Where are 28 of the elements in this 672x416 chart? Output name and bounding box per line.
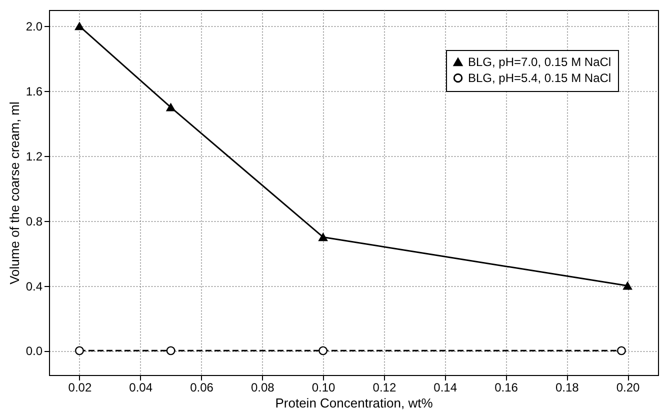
y-tick-label: 0.8 bbox=[26, 214, 43, 228]
point bbox=[623, 282, 632, 290]
x-tick-label: 0.20 bbox=[616, 380, 640, 394]
point bbox=[166, 346, 176, 356]
point bbox=[74, 22, 84, 30]
x-tick-label: 0.18 bbox=[555, 380, 580, 394]
point bbox=[74, 346, 84, 356]
point bbox=[616, 346, 626, 356]
y-tick-label: 0.4 bbox=[26, 279, 43, 294]
x-tick-label: 0.14 bbox=[434, 380, 458, 394]
x-tick-label: 0.06 bbox=[190, 380, 214, 394]
x-tick-label: 0.08 bbox=[250, 380, 275, 394]
legend-label: BLG, pH=5.4, 0.15 M NaCl bbox=[468, 71, 612, 85]
legend-label: BLG, pH=7.0, 0.15 M NaCl bbox=[468, 55, 612, 69]
x-tick-label: 0.12 bbox=[372, 380, 396, 394]
x-tick-label: 0.02 bbox=[68, 380, 92, 394]
y-tick-label: 1.6 bbox=[26, 84, 43, 99]
x-tick-label: 0.16 bbox=[494, 380, 518, 394]
point bbox=[318, 233, 328, 242]
y-axis-title: Volume of the coarse cream, ml bbox=[6, 101, 22, 284]
point bbox=[318, 346, 328, 356]
y-tick-label: 2.0 bbox=[26, 20, 43, 34]
point bbox=[166, 103, 176, 112]
y-tick-label: 0.0 bbox=[26, 344, 43, 358]
x-axis-title: Protein Concentration, wt% bbox=[275, 396, 434, 410]
y-tick-label: 1.2 bbox=[26, 150, 43, 164]
x-tick-label: 0.04 bbox=[129, 380, 153, 394]
x-tick-label: 0.10 bbox=[312, 380, 336, 394]
